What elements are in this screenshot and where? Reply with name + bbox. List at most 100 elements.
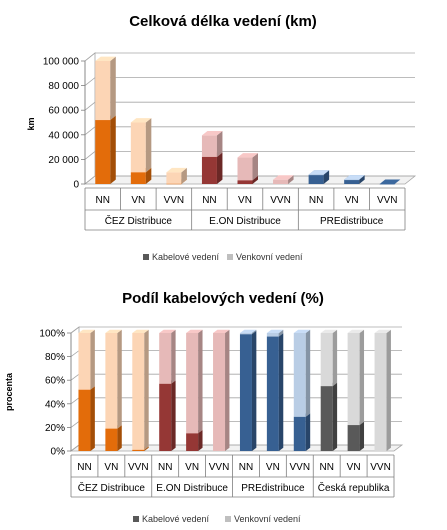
- bar-cabled: [105, 425, 122, 451]
- bar-cabled-front: [132, 449, 145, 451]
- bar-overhead-top: [130, 118, 152, 123]
- bar-overhead-top: [105, 329, 122, 333]
- bar-overhead-side: [225, 329, 230, 451]
- bar-cabled-front: [379, 183, 395, 185]
- bar-overhead-front: [320, 333, 333, 387]
- bar-overhead-top: [159, 329, 176, 333]
- bar-overhead-front: [130, 122, 146, 173]
- bar-overhead: [320, 329, 338, 387]
- y-tick-label: 60 000: [48, 106, 79, 117]
- bar-overhead: [95, 56, 116, 121]
- group-label: PREdistribuce: [320, 216, 384, 227]
- bar-cabled-side: [323, 170, 330, 184]
- bar-cabled: [266, 333, 284, 451]
- y-tick-label: 100 000: [43, 57, 80, 68]
- gridline: [70, 326, 402, 334]
- bar-overhead: [213, 329, 230, 451]
- bar-cabled-front: [347, 425, 360, 451]
- bar-overhead-side: [171, 329, 176, 384]
- gridline: [84, 77, 415, 86]
- bar-overhead-top: [166, 167, 187, 173]
- bar-cabled: [379, 179, 401, 185]
- chart-title: Celková délka vedení (km): [129, 13, 317, 30]
- legend-swatch: [225, 516, 231, 522]
- gridline: [84, 175, 415, 185]
- bar-overhead-side: [323, 170, 330, 175]
- bar-overhead-front: [239, 333, 252, 335]
- y-tick-label: 40%: [45, 399, 65, 410]
- bar-overhead: [105, 329, 122, 429]
- bar-overhead-side: [332, 329, 338, 387]
- x-tick-label: NN: [77, 462, 91, 473]
- x-tick-label: NN: [239, 462, 253, 473]
- bar-cabled: [347, 421, 365, 451]
- bar-cabled-side: [198, 430, 203, 451]
- x-tick-label: NN: [202, 195, 216, 206]
- x-tick-label: VVN: [377, 195, 398, 206]
- bar-overhead-side: [359, 175, 365, 180]
- bar-overhead-front: [95, 61, 111, 121]
- bar-overhead: [266, 329, 284, 337]
- bar-overhead-top: [78, 329, 95, 333]
- bar-overhead-top: [374, 329, 391, 333]
- y-tick-label: 100%: [39, 329, 65, 340]
- bar-cabled-side: [252, 175, 258, 184]
- bar-overhead-front: [186, 333, 199, 434]
- bar-cabled-front: [239, 334, 252, 451]
- legend-label: Kabelové vedení: [142, 514, 210, 524]
- bar-overhead-front: [78, 333, 91, 390]
- bar-overhead-side: [144, 329, 149, 450]
- x-tick-label: NN: [158, 462, 172, 473]
- bar-overhead-side: [216, 131, 223, 157]
- chart-total-length: Celková délka vedení (km) km 0 20 000 40 0…: [26, 13, 417, 262]
- x-tick-label: VN: [131, 195, 145, 206]
- bar-overhead-side: [359, 329, 365, 426]
- bar-cabled-side: [359, 175, 365, 184]
- bars: [78, 329, 391, 451]
- y-tick-label: 80 000: [48, 81, 79, 92]
- bar-overhead: [201, 131, 223, 157]
- group-label: E.ON Distribuce: [156, 483, 228, 494]
- bar-overhead: [78, 329, 95, 390]
- group-label: E.ON Distribuce: [209, 216, 281, 227]
- y-axis-label: procenta: [4, 372, 14, 411]
- bar-cabled-front: [78, 389, 91, 451]
- bar-overhead: [130, 118, 152, 173]
- bar-overhead-front: [159, 333, 172, 384]
- x-category-labels: NN VN VVN NN VN VVN NN VN VVN ČEZ Distribuce E.ON …: [84, 187, 406, 231]
- bar-cabled-front: [308, 174, 324, 184]
- bar-cabled-front: [130, 172, 146, 184]
- bar-overhead-side: [288, 175, 294, 184]
- x-tick-label: VVN: [209, 462, 230, 473]
- x-tick-label: VN: [238, 195, 252, 206]
- x-category-labels: NN VN VVN NN VN VVN NN VN VVN NN VN VVN ČEZ Distribu…: [70, 454, 395, 498]
- y-tick-label: 20 000: [48, 155, 79, 166]
- bar-overhead: [374, 329, 391, 451]
- bar-overhead-side: [90, 329, 95, 390]
- bar-overhead-front: [273, 179, 289, 184]
- legend: Kabelové vedení Venkovní vedení: [143, 252, 303, 262]
- bar-overhead-side: [252, 153, 258, 181]
- bar-overhead-top: [320, 329, 338, 333]
- group-label: PREdistribuce: [241, 483, 305, 494]
- bar-cabled-front: [159, 383, 172, 451]
- bar-overhead-front: [132, 333, 145, 450]
- bar-overhead-front: [293, 333, 306, 417]
- bar-overhead-front: [166, 172, 182, 184]
- bar-overhead-side: [181, 167, 187, 184]
- bar-cabled-side: [305, 413, 311, 451]
- y-tick-label: 60%: [45, 376, 65, 387]
- legend-label: Kabelové vedení: [152, 252, 220, 262]
- legend-label: Venkovní vedení: [236, 252, 303, 262]
- bar-overhead-top: [344, 175, 365, 180]
- group-label: Česká republika: [318, 481, 390, 494]
- bar-overhead-side: [145, 118, 152, 173]
- bar-cabled-front: [266, 336, 279, 451]
- bar-cabled-side: [144, 446, 149, 451]
- bar-overhead: [166, 167, 187, 184]
- bar-overhead-top: [239, 329, 257, 333]
- bar-cabled: [159, 380, 176, 451]
- bar-cabled-front: [201, 156, 217, 184]
